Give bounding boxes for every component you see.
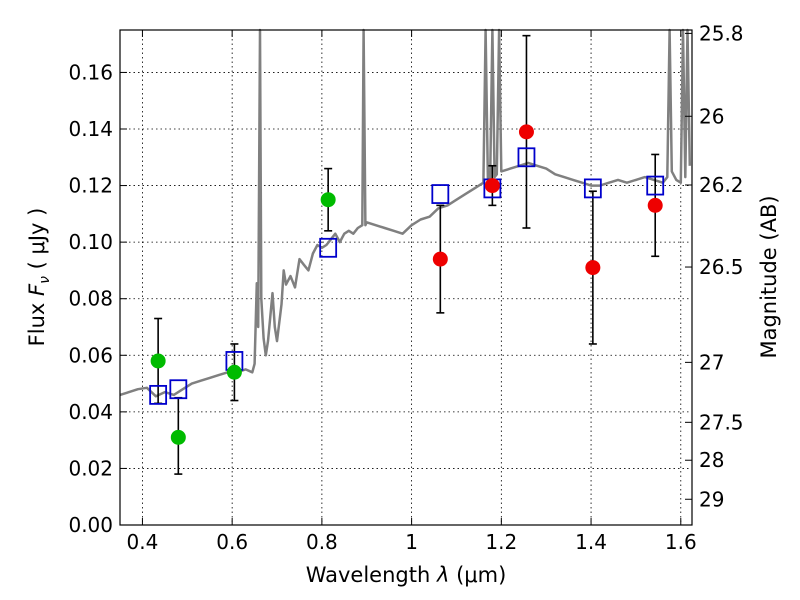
observed-points-layer: [150, 124, 663, 445]
observed-point-nir: [432, 251, 448, 267]
y2-tick-label: 25.8: [699, 21, 744, 45]
model-photometry-square: [431, 184, 450, 204]
y-tick-label: 0.06: [68, 343, 113, 367]
observed-point-nir: [585, 260, 601, 276]
plot-frame: [119, 29, 693, 526]
y-tick-label: 0.14: [68, 117, 113, 141]
model-photometry-square: [149, 384, 168, 405]
y-tick-label: 0.12: [68, 174, 113, 198]
y-tick-label: 0.04: [68, 400, 113, 424]
x-tick-label: 1.4: [575, 530, 607, 554]
observed-point-optical: [150, 353, 166, 369]
y-tick-label: 0.02: [68, 456, 113, 480]
y-tick-label: 0.10: [68, 230, 113, 254]
y2-tick-label: 26.5: [699, 255, 744, 279]
y-axis-label: Flux Fν ( μJy ): [25, 208, 53, 347]
model-photometry-square: [646, 175, 665, 196]
y2-tick-label: 27: [699, 350, 724, 374]
observed-point-optical: [320, 192, 336, 208]
y-tick-label: 0.00: [68, 513, 113, 537]
x-tick-label: 0.8: [306, 530, 338, 554]
x-tick-label: 1.6: [665, 530, 697, 554]
model-photometry-square: [319, 237, 338, 258]
y2-tick-label: 27.5: [699, 410, 744, 434]
x-tick-label: 1: [405, 530, 418, 554]
x-tick-label: 1.2: [485, 530, 517, 554]
observed-point-optical: [226, 364, 242, 380]
model-photometry-layer: [149, 147, 665, 405]
model-spectrum-layer: [119, 28, 692, 398]
y2-tick-label: 29: [699, 487, 724, 511]
y-tick-label: 0.16: [68, 60, 113, 84]
y2-tick-label: 26.2: [699, 173, 744, 197]
observed-point-nir: [484, 178, 500, 194]
x-tick-label: 0.4: [127, 530, 159, 554]
x-tick-label: 0.6: [216, 530, 248, 554]
grid: [120, 30, 692, 526]
y-tick-label: 0.08: [68, 287, 113, 311]
observed-point-nir: [518, 124, 534, 140]
y2-axis-label: Magnitude (AB): [757, 195, 781, 358]
observed-point-optical: [170, 429, 186, 445]
error-bar-layer: [154, 34, 660, 475]
observed-point-nir: [647, 197, 663, 213]
model-photometry-square: [583, 178, 602, 199]
ticks: 0.4 0.6 0.8 1 1.2 1.4 1.6 0.00 0.02 0.04 0.06 0.08 0…: [68, 21, 743, 554]
model-photometry-square: [169, 379, 188, 400]
x-axis-label: Wavelength λ (μm): [306, 563, 507, 587]
model-photometry-square: [517, 147, 536, 168]
y2-tick-label: 26: [699, 104, 724, 128]
model-spectrum-line: [119, 28, 692, 398]
y2-tick-label: 28: [699, 448, 724, 472]
